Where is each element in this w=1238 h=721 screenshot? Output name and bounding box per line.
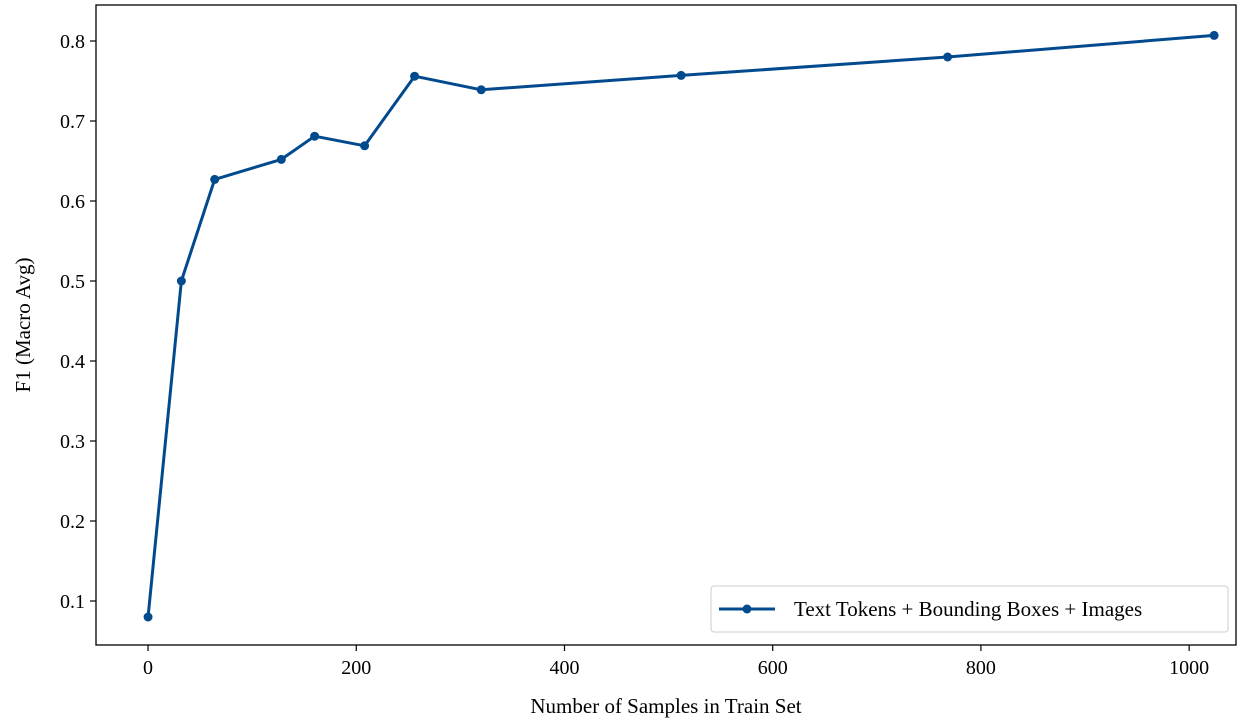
data-point <box>310 131 320 141</box>
plot-area: 0 200 400 600 800 1000 0.10.20.30.40.50.60.70… <box>60 4 1237 679</box>
data-point <box>410 71 420 81</box>
data-point <box>476 85 486 95</box>
data-point <box>276 154 286 164</box>
x-axis: 0 200 400 600 800 1000 <box>143 645 1209 679</box>
data-point <box>143 612 153 622</box>
x-tick-label: 0 <box>143 657 153 679</box>
y-tick-label: 0.7 <box>60 111 85 133</box>
y-tick-label: 0.5 <box>60 271 85 293</box>
legend: Text Tokens + Bounding Boxes + Images <box>710 585 1229 633</box>
data-point <box>210 174 220 184</box>
y-tick-label: 0.1 <box>60 591 85 613</box>
x-tick-label: 800 <box>966 657 996 679</box>
data-point <box>176 276 186 286</box>
data-point <box>943 52 953 62</box>
plot-frame <box>95 4 1237 646</box>
y-tick-label: 0.3 <box>60 431 85 453</box>
y-axis: 0.1 0.2 0.3 0.4 0.5 0.6 0.7 0.8 <box>60 31 96 613</box>
data-point <box>360 141 370 151</box>
series-layer <box>143 30 1219 622</box>
legend-box <box>710 585 1229 633</box>
data-point <box>1209 30 1219 40</box>
data-point <box>676 70 686 80</box>
x-axis-title: Number of Samples in Train Set <box>530 694 801 718</box>
x-tick-label: 600 <box>758 657 788 679</box>
y-tick-label: 0.4 <box>60 351 85 373</box>
x-tick-label: 1000 <box>1169 657 1209 679</box>
x-tick-label: 400 <box>549 657 579 679</box>
y-axis-title: F1 (Macro Avg) <box>11 258 35 393</box>
y-tick-label: 0.6 <box>60 191 85 213</box>
legend-label: Text Tokens + Bounding Boxes + Images <box>794 597 1142 621</box>
y-tick-label: 0.2 <box>60 511 85 533</box>
x-tick-label: 200 <box>341 657 371 679</box>
legend-marker-swatch <box>742 604 752 614</box>
y-tick-label: 0.8 <box>60 31 85 53</box>
